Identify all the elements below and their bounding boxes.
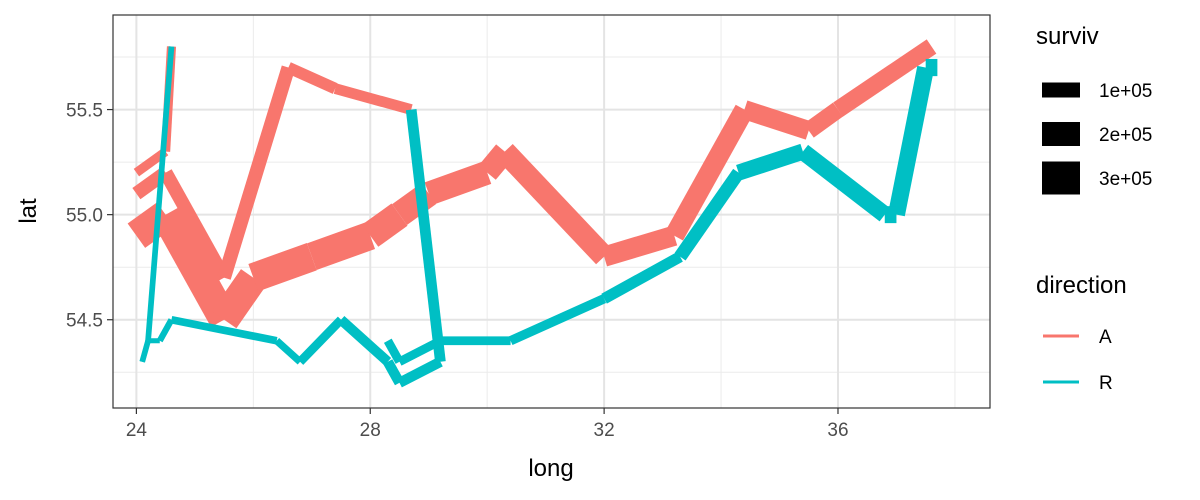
size-legend-label: 3e+05 xyxy=(1099,169,1152,190)
y-tick-label: 55.5 xyxy=(66,101,103,122)
path-segment xyxy=(370,215,399,236)
size-legend-label: 1e+05 xyxy=(1099,81,1152,102)
color-legend-label: A xyxy=(1099,327,1112,348)
color-legend: direction A R xyxy=(1036,272,1127,394)
x-tick-label: 28 xyxy=(360,420,381,441)
x-axis-title: long xyxy=(528,455,573,482)
y-tick-label: 55.0 xyxy=(66,206,103,227)
color-legend-title: direction xyxy=(1036,272,1127,299)
size-legend: surviv 1e+05 2e+05 3e+05 xyxy=(1036,23,1152,195)
size-legend-key xyxy=(1042,122,1080,146)
y-axis: 54.5 55.0 55.5 xyxy=(66,101,113,332)
x-tick-label: 36 xyxy=(827,420,848,441)
size-legend-title: surviv xyxy=(1036,23,1099,50)
x-axis: 24 28 32 36 xyxy=(126,408,849,441)
x-tick-label: 32 xyxy=(594,420,615,441)
size-legend-label: 2e+05 xyxy=(1099,125,1152,146)
color-legend-label: R xyxy=(1099,373,1113,394)
path-segment xyxy=(253,257,311,278)
size-legend-key xyxy=(1042,162,1080,195)
path-segment xyxy=(312,236,370,257)
size-legend-key xyxy=(1042,83,1080,98)
y-tick-label: 54.5 xyxy=(66,311,103,332)
y-axis-title: lat xyxy=(15,198,42,224)
x-tick-label: 24 xyxy=(126,420,148,441)
